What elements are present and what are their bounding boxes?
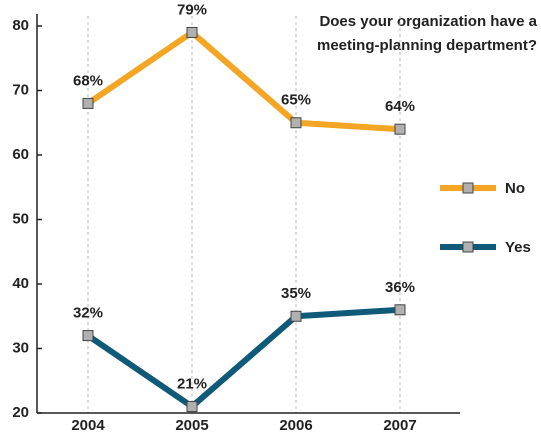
chart-title: meeting-planning department?	[317, 37, 537, 54]
y-tick-label: 20	[12, 404, 29, 421]
data-label: 64%	[385, 98, 415, 115]
data-label: 79%	[177, 1, 207, 18]
marker	[290, 310, 302, 322]
y-tick-label: 60	[12, 146, 29, 163]
marker	[186, 401, 198, 413]
chart-title: Does your organization have a	[319, 13, 537, 30]
marker	[290, 117, 302, 129]
data-label: 21%	[177, 376, 207, 393]
marker	[394, 304, 406, 316]
legend-marker	[462, 241, 474, 253]
line	[86, 306, 401, 410]
x-tick-label: 2005	[175, 417, 208, 434]
data-label: 65%	[281, 92, 311, 109]
x-tick-label: 2007	[383, 417, 416, 434]
marker	[394, 123, 406, 135]
y-tick-label: 70	[12, 81, 29, 98]
data-label: 68%	[73, 72, 103, 89]
data-label: 32%	[73, 305, 103, 322]
legend-label: No	[505, 180, 525, 197]
y-tick-label: 40	[12, 275, 29, 292]
y-tick-label: 30	[12, 339, 29, 356]
marker	[82, 330, 94, 342]
y-tick-label: 50	[12, 210, 29, 227]
line	[86, 29, 401, 133]
y-tick-label: 80	[12, 17, 29, 34]
marker	[82, 97, 94, 109]
data-label: 35%	[281, 285, 311, 302]
x-tick-label: 2006	[279, 417, 312, 434]
data-label: 36%	[385, 279, 415, 296]
x-tick-label: 2004	[71, 417, 105, 434]
legend-marker	[462, 182, 474, 194]
marker	[186, 26, 198, 38]
legend-label: Yes	[505, 239, 531, 256]
